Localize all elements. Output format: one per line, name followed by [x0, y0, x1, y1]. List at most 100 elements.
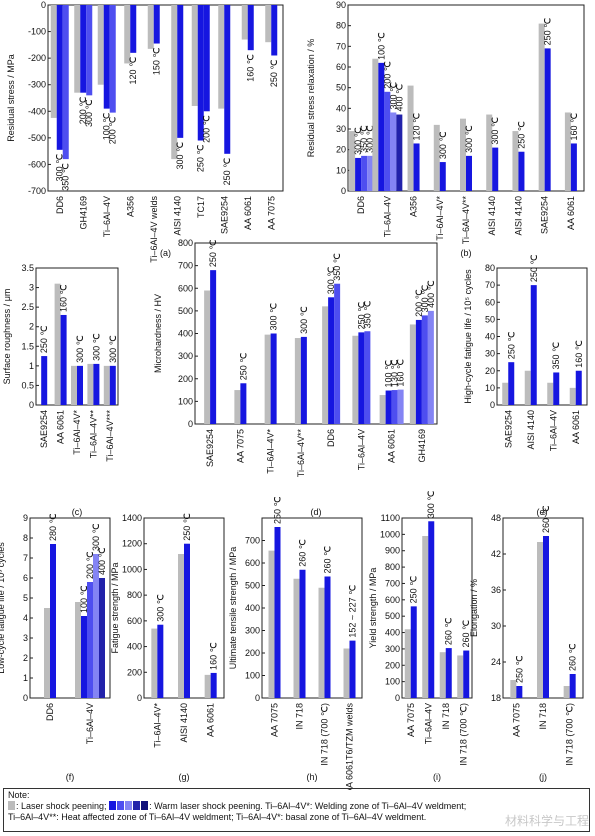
- bar-warm: [427, 310, 434, 424]
- bar-lsp: [460, 118, 466, 191]
- chart-d: 0 100 200 300 400 500 600 700 800 Microhardness /…: [153, 238, 438, 517]
- category-label: Ti–6Al–4V**: [296, 429, 306, 478]
- chart-a: 0 -100 -200 -300 -400 -500 -600 -700 Residual st…: [6, 0, 284, 263]
- y-tick-label: 50: [336, 83, 346, 93]
- y-tick-label: -600: [28, 159, 46, 169]
- y-tick-label: 800: [385, 562, 400, 572]
- bar-lsp: [44, 608, 50, 698]
- bar-lsp: [75, 602, 81, 698]
- bar-warm: [543, 536, 549, 698]
- y-tick-label: 7: [23, 553, 28, 563]
- temperature-label: 300 ℃: [353, 127, 363, 155]
- figure-canvas: 0 -100 -200 -300 -400 -500 -600 -700 Residual st…: [0, 0, 588, 790]
- bar-lsp: [349, 131, 356, 191]
- bar-lsp: [204, 674, 211, 698]
- bar-warm: [184, 543, 190, 698]
- category-label: Ti–6Al–4V: [548, 410, 558, 451]
- bar-warm: [553, 372, 560, 405]
- y-tick-label: -500: [28, 133, 46, 143]
- temperature-label: 300 ℃: [269, 303, 279, 331]
- temperature-label: 300 ℃: [175, 142, 185, 170]
- temperature-label: 250 ℃: [196, 145, 206, 173]
- bar-lsp: [147, 5, 154, 49]
- category-label: A356: [125, 196, 135, 217]
- y-tick-label: 70: [485, 280, 495, 290]
- y-axis-label: Residual stress relaxation / %: [306, 39, 316, 158]
- temperature-label: 300 ℃: [426, 491, 436, 519]
- bar-warm: [77, 365, 83, 405]
- y-tick-label: 40: [485, 332, 495, 342]
- bar-lsp: [439, 652, 446, 698]
- bar-warm: [328, 297, 335, 424]
- temperature-label: 300 ℃: [84, 99, 94, 127]
- category-label: AA 7075: [235, 429, 245, 463]
- category-label: GH4169: [78, 196, 88, 230]
- y-tick-label: 3.5: [21, 263, 34, 273]
- y-tick-label: 100: [178, 396, 193, 406]
- bar-warm: [86, 5, 93, 96]
- temperature-label: 100 ℃: [102, 113, 112, 141]
- category-label: AA 7075: [511, 703, 521, 737]
- bar-warm: [109, 5, 116, 113]
- bar-warm: [367, 155, 374, 191]
- bar-warm: [397, 389, 404, 424]
- y-tick-label: 18: [491, 693, 501, 703]
- bar-warm: [575, 370, 582, 405]
- bar-lsp: [97, 5, 104, 85]
- y-tick-label: 0: [29, 400, 34, 410]
- warm-swatch-5: [141, 801, 149, 810]
- y-tick-label: 5: [23, 593, 28, 603]
- bar-warm: [518, 151, 525, 191]
- temperature-label: 160 ℃: [574, 340, 584, 368]
- y-tick-label: 3: [23, 633, 28, 643]
- bar-lsp: [264, 334, 271, 424]
- y-tick-label: 80: [485, 263, 495, 273]
- note-box: Note: : Laser shock peening; : Warm lase…: [3, 788, 590, 832]
- temperature-label: 250 ℃: [222, 158, 232, 186]
- bar-warm: [271, 5, 278, 56]
- bar-warm: [378, 62, 385, 191]
- bar-warm: [60, 314, 67, 405]
- temperature-label: 300 ℃: [108, 335, 118, 363]
- y-tick-label: 700: [245, 536, 260, 546]
- temperature-label: 250 ℃: [208, 240, 218, 268]
- panel-label: (g): [179, 772, 190, 782]
- bar-warm: [508, 362, 515, 405]
- y-axis-label: Microhardness / HV: [153, 294, 163, 373]
- bar-warm: [197, 5, 204, 141]
- bar-lsp: [563, 686, 570, 698]
- y-tick-label: 3: [29, 283, 34, 293]
- y-tick-label: 0: [490, 400, 495, 410]
- category-label: AA 6061: [243, 196, 253, 230]
- y-tick-label: 24: [491, 657, 501, 667]
- bar-lsp: [537, 542, 543, 698]
- y-tick-label: 700: [178, 261, 193, 271]
- y-tick-label: 200: [245, 648, 260, 658]
- temperature-label: 300 ℃: [388, 82, 398, 110]
- temperature-label: 250 ℃: [543, 18, 553, 46]
- chart-e: 0 10 20 30 40 50 60 70 80 High-cycle fatigue life…: [463, 255, 588, 517]
- warm-swatch-3: [125, 801, 133, 810]
- temperature-label: 250 ℃: [514, 655, 524, 683]
- chart-j: 18 24 30 36 42 48 Elongation / % 250 ℃ 260 ℃ 260 …: [469, 505, 584, 782]
- category-label: SAE9254: [503, 410, 513, 448]
- y-tick-label: 10: [485, 383, 495, 393]
- bar-warm: [570, 143, 577, 191]
- bar-lsp: [241, 5, 248, 40]
- category-label: IN 718 (700 ℃): [565, 703, 575, 766]
- bar-warm: [50, 544, 56, 698]
- y-tick-label: 8: [23, 533, 28, 543]
- temperature-label: 120 ℃: [412, 113, 422, 141]
- category-label: Ti–6Al–4V: [356, 429, 366, 470]
- y-tick-label: 4: [23, 613, 28, 623]
- bar-lsp: [404, 629, 411, 698]
- bar-warm: [299, 569, 306, 698]
- category-label: GH4169: [417, 429, 427, 463]
- y-tick-label: 600: [245, 558, 260, 568]
- bar-warm: [93, 363, 100, 405]
- bar-warm: [415, 319, 422, 424]
- temperature-label: 250 ℃: [269, 59, 279, 87]
- bar-warm: [240, 383, 247, 424]
- temperature-label: 400 ℃: [394, 84, 404, 112]
- bar-warm: [109, 365, 116, 405]
